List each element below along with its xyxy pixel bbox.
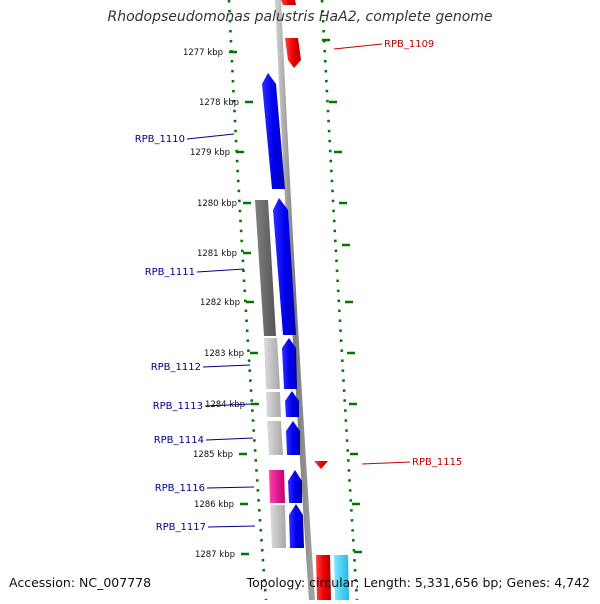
tick-label: 1282 kbp xyxy=(200,298,240,308)
gene-label: RPB_1114 xyxy=(154,435,204,446)
cds-rpb-1112 xyxy=(282,338,297,389)
gene-label: RPB_1109 xyxy=(384,39,434,50)
tick-label: 1281 kbp xyxy=(197,249,237,259)
outer-tick-ring-left xyxy=(227,0,268,601)
tick-label: 1285 kbp xyxy=(193,450,233,460)
tick-label: 1277 kbp xyxy=(183,48,223,58)
map-title: Rhodopseudomonas palustris HaA2, complet… xyxy=(107,9,493,25)
gene-label-leader xyxy=(361,461,411,465)
gene-feature-light-4 xyxy=(270,505,286,548)
gene-labels: RPB_1109 RPB_1110 RPB_1111 RPB_1112 RPB_1113… xyxy=(135,39,463,533)
gene-label: RPB_1113 xyxy=(153,401,203,412)
tick-label: 1286 kbp xyxy=(194,500,234,510)
cds-rpb-1114 xyxy=(286,421,300,455)
gene-label-leader xyxy=(206,486,255,489)
tick-label: 1279 kbp xyxy=(190,148,230,158)
gene-label-leader xyxy=(204,403,253,407)
tick-marks: 1277 kbp 1278 kbp 1279 kbp 1280 kbp 1281 kbp… xyxy=(183,38,362,560)
gene-label-leader xyxy=(207,525,256,528)
gene-label: RPB_1111 xyxy=(145,267,195,278)
gene-feature-dark-1 xyxy=(255,200,276,336)
gene-feature-light-3 xyxy=(267,421,283,455)
cds-rpb-1117 xyxy=(289,504,304,548)
gene-label: RPB_1115 xyxy=(412,457,462,468)
gene-label-leader xyxy=(196,268,245,273)
tick-label: 1280 kbp xyxy=(197,199,237,209)
gene-label-leader xyxy=(333,43,383,50)
gene-feature-magenta xyxy=(269,470,285,503)
orf-bottom-reverse xyxy=(334,555,349,600)
cds-rpb-1116 xyxy=(288,470,302,503)
tick-label: 1283 kbp xyxy=(204,349,244,359)
gene-feature-light-2 xyxy=(266,392,281,417)
cds-rpb-1113 xyxy=(285,391,299,417)
gene-label-leader xyxy=(205,437,254,441)
accession-label: Accession: NC_007778 xyxy=(9,575,152,590)
topology-label: Topology: circular; Length: 5,331,656 bp… xyxy=(246,575,590,590)
gene-label: RPB_1116 xyxy=(155,483,205,494)
outer-tick-ring-right xyxy=(320,0,359,601)
tick-label: 1278 kbp xyxy=(199,98,239,108)
gene-label-leader xyxy=(202,364,251,368)
gene-label: RPB_1110 xyxy=(135,134,185,145)
gene-label: RPB_1112 xyxy=(151,362,201,373)
gene-feature-light-1 xyxy=(264,338,280,389)
cds-bottom-reverse xyxy=(316,555,331,600)
cds-top-reverse xyxy=(281,0,296,5)
gene-label-leader xyxy=(186,133,235,140)
tick-label: 1287 kbp xyxy=(195,550,235,560)
cds-rpb-1115 xyxy=(314,461,328,469)
cds-rpb-1110 xyxy=(262,73,285,189)
cds-rpb-1111 xyxy=(273,198,296,335)
gene-label: RPB_1117 xyxy=(156,522,206,533)
cds-rpb-1109 xyxy=(285,38,301,68)
